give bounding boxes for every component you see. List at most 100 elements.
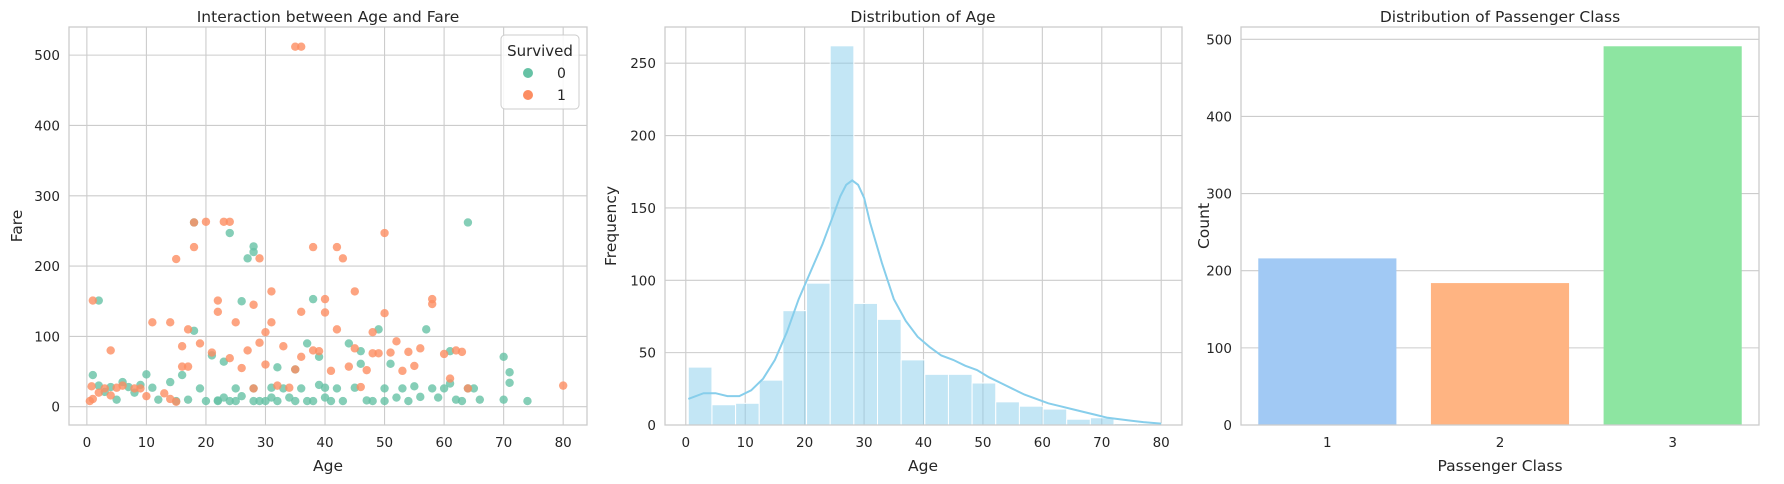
scatter-point-survived-1 (320, 294, 330, 304)
scatter-point-survived-1 (106, 391, 115, 400)
scatter-point-survived-1 (100, 384, 109, 393)
histogram-bars (687, 45, 1162, 426)
histogram-bar (1018, 405, 1044, 426)
scatter-point-survived-1 (297, 352, 306, 361)
histogram-bar (900, 359, 926, 426)
scatter-point-survived-1 (207, 348, 217, 357)
class-bar-2 (1430, 283, 1570, 425)
legend-title: Survived (507, 42, 573, 60)
histogram-bar (853, 302, 879, 426)
scatter-y-axis-label: Fare (8, 210, 26, 243)
legend-label-0: 0 (557, 66, 566, 82)
scatter-point-survived-1 (404, 347, 413, 357)
histogram-bar (806, 282, 831, 426)
histogram-y-tick-label: 250 (630, 56, 656, 72)
scatter-point-survived-0 (154, 395, 163, 404)
scatter-point-survived-1 (439, 349, 449, 359)
histogram-x-tick-label: 60 (1034, 435, 1051, 451)
scatter-point-survived-1 (261, 360, 270, 369)
scatter-point-survived-1 (177, 342, 187, 351)
class-x-tick-label: 3 (1668, 435, 1677, 451)
scatter-y-tick-label: 200 (34, 259, 60, 275)
scatter-point-survived-1 (350, 287, 359, 296)
legend-marker-0 (523, 68, 533, 78)
scatter-point-survived-1 (249, 300, 258, 309)
scatter-point-survived-0 (505, 378, 514, 388)
scatter-point-survived-0 (243, 254, 252, 263)
histogram-x-tick-label: 10 (737, 435, 754, 451)
scatter-point-survived-0 (273, 396, 282, 406)
scatter-point-survived-0 (195, 384, 205, 393)
histogram-bar (877, 318, 902, 426)
scatter-point-survived-0 (255, 396, 264, 406)
scatter-x-tick-label: 70 (495, 435, 512, 451)
scatter-point-survived-0 (308, 396, 318, 406)
scatter-point-survived-0 (308, 294, 318, 304)
scatter-y-tick-label: 300 (34, 189, 60, 205)
scatter-point-survived-1 (326, 366, 336, 376)
scatter-point-survived-0 (291, 396, 300, 406)
class-y-tick-label: 200 (1206, 264, 1232, 280)
scatter-title: Interaction between Age and Fare (197, 8, 460, 26)
histogram-x-tick-label: 80 (1153, 435, 1170, 451)
scatter-grid (69, 27, 587, 425)
class-y-tick-label: 100 (1206, 341, 1232, 357)
scatter-point-survived-1 (380, 308, 389, 318)
legend-box (500, 34, 580, 110)
histogram-title: Distribution of Age (850, 8, 995, 26)
scatter-point-survived-0 (249, 242, 258, 251)
scatter-points (85, 42, 568, 406)
scatter-point-survived-0 (302, 339, 312, 348)
scatter-point-survived-0 (475, 395, 485, 404)
scatter-point-survived-1 (386, 348, 395, 357)
scatter-point-survived-1 (427, 299, 437, 309)
scatter-x-tick-label: 30 (257, 435, 274, 451)
scatter-point-survived-1 (308, 242, 318, 252)
scatter-x-tick-label: 50 (376, 435, 393, 451)
class-x-tick-label: 1 (1323, 435, 1332, 451)
scatter-point-survived-0 (338, 396, 348, 406)
scatter-point-survived-0 (505, 368, 514, 377)
scatter-point-survived-0 (499, 352, 508, 361)
scatter-point-survived-0 (404, 396, 413, 406)
scatter-point-survived-0 (469, 384, 479, 393)
scatter-y-tick-label: 100 (34, 329, 60, 345)
scatter-point-survived-1 (267, 318, 276, 327)
scatter-y-tick-label: 500 (34, 48, 60, 64)
scatter-y-tick-label: 400 (34, 118, 60, 134)
scatter-point-survived-1 (225, 353, 234, 363)
scatter-point-survived-1 (213, 296, 223, 305)
scatter-point-survived-1 (445, 374, 455, 383)
scatter-point-survived-0 (499, 395, 508, 404)
scatter-point-survived-1 (368, 349, 377, 358)
scatter-point-survived-1 (94, 388, 103, 397)
scatter-point-survived-0 (231, 384, 240, 393)
scatter-point-survived-1 (171, 397, 181, 406)
histogram-x-axis-label: Age (908, 457, 938, 475)
scatter-point-survived-1 (225, 217, 234, 226)
scatter-point-survived-1 (183, 325, 193, 334)
class-ticks: 0 100 200 300 400 500 1 2 3 (1206, 32, 1677, 451)
scatter-point-survived-1 (177, 362, 187, 371)
scatter-point-survived-1 (362, 365, 371, 375)
class-title: Distribution of Passenger Class (1380, 8, 1620, 26)
scatter-point-survived-1 (279, 342, 288, 351)
scatter-point-survived-1 (356, 382, 365, 392)
scatter-point-survived-1 (392, 337, 401, 346)
scatter-point-survived-1 (368, 327, 377, 337)
class-y-tick-label: 400 (1206, 109, 1232, 125)
kde-curve (687, 179, 1162, 425)
scatter-point-survived-1 (88, 296, 98, 305)
scatter-point-survived-0 (88, 370, 98, 380)
scatter-point-survived-1 (249, 384, 258, 393)
scatter-point-survived-1 (87, 382, 96, 391)
scatter-point-survived-1 (237, 363, 246, 373)
histogram-bar (971, 382, 997, 426)
histogram-x-tick-label: 20 (796, 435, 813, 451)
scatter-point-survived-1 (398, 366, 407, 376)
histogram-bar (924, 373, 949, 426)
scatter-point-survived-0 (368, 396, 377, 406)
class-bar-panel: 0 100 200 300 400 500 1 2 3 Distribution of Pass… (1195, 8, 1760, 475)
scatter-point-survived-1 (291, 42, 300, 51)
